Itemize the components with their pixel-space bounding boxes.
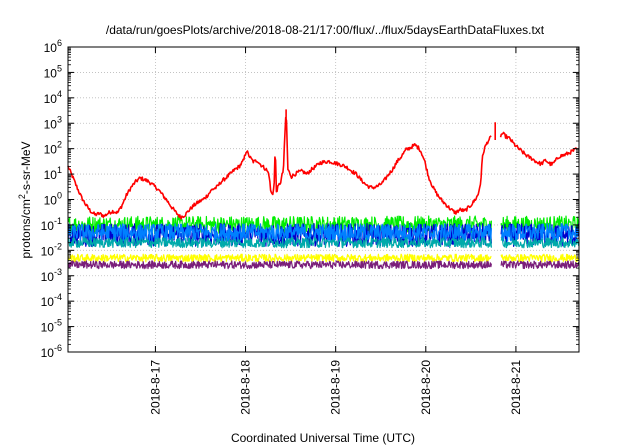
y-tick-label: 10-2: [41, 241, 62, 258]
flux-series-line-4: [67, 223, 580, 242]
y-axis-label-post: -s-sr-MeV: [19, 141, 33, 194]
y-tick-label: 10-4: [41, 292, 62, 309]
x-tick-label: 2018-8-17: [148, 360, 162, 415]
flux-series-line-6: [67, 253, 580, 263]
x-tick-label: 2018-8-20: [419, 360, 433, 415]
y-axis-label-sup: 2: [17, 194, 27, 199]
x-tick-label: 2018-8-18: [239, 360, 253, 415]
y-tick-label: 101: [44, 165, 62, 182]
flux-series-line-1: [67, 109, 578, 220]
series-group: [67, 109, 580, 270]
y-tick-label: 10-6: [41, 343, 62, 360]
grid: [68, 47, 579, 352]
y-axis-label: protons/cm2-s-sr-MeV: [17, 141, 33, 258]
y-axis-label-pre: protons/cm: [19, 199, 33, 258]
y-tick-labels: 10-6 10-5 10-4 10-3 10-2 10-1 100 101 102 103 104 1…: [41, 38, 62, 360]
svg-text:protons/cm2-s-sr-MeV: protons/cm2-s-sr-MeV: [17, 141, 33, 258]
x-tick-label: 2018-8-21: [509, 360, 523, 415]
x-tick-labels: 2018-8-17 2018-8-18 2018-8-19 2018-8-20 2018…: [148, 360, 522, 415]
x-tick-label: 2018-8-19: [329, 360, 343, 415]
plot-frame: [67, 46, 580, 353]
y-tick-label: 103: [44, 114, 62, 131]
y-tick-label: 102: [44, 140, 62, 157]
chart-title: /data/run/goesPlots/archive/2018-08-21/1…: [106, 23, 545, 37]
flux-series-line-5: [67, 237, 580, 249]
y-tick-label: 10-1: [41, 216, 62, 233]
flux-series-line-7: [67, 260, 580, 270]
y-tick-label: 10-5: [41, 318, 62, 335]
y-tick-label: 100: [44, 191, 62, 208]
y-tick-label: 104: [44, 89, 62, 106]
y-tick-label: 105: [44, 63, 62, 80]
y-tick-label: 10-3: [41, 267, 62, 284]
y-tick-label: 106: [44, 38, 62, 55]
x-axis-label: Coordinated Universal Time (UTC): [231, 431, 415, 445]
